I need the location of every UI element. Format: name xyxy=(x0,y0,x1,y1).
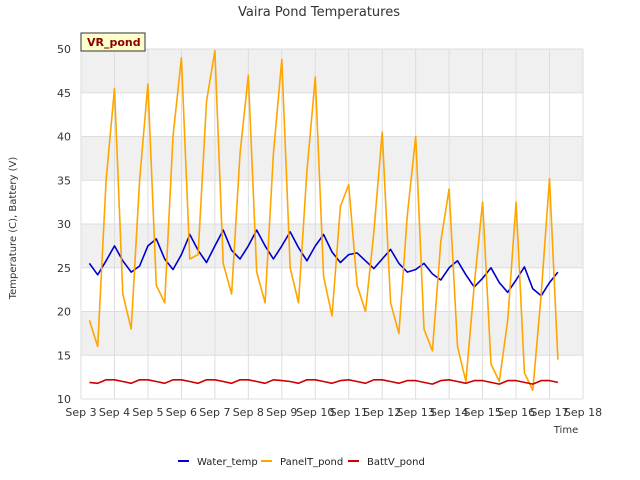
y-tick-label: 35 xyxy=(57,174,71,187)
x-tick-label: Sep 13 xyxy=(397,406,435,419)
series-lines xyxy=(88,49,559,392)
x-tick-label: Sep 7 xyxy=(199,406,230,419)
x-tick-label: Sep 16 xyxy=(497,406,535,419)
y-tick-label: 20 xyxy=(57,306,71,319)
y-tick-label: 50 xyxy=(57,43,71,56)
y-tick-label: 30 xyxy=(57,218,71,231)
series-line-battv-pond xyxy=(89,378,559,385)
x-tick-label: Sep 6 xyxy=(166,406,197,419)
legend-label: PanelT_pond xyxy=(280,457,343,468)
plot-band xyxy=(81,180,583,224)
x-tick-label: Sep 4 xyxy=(99,406,130,419)
station-badge-label: VR_pond xyxy=(87,36,141,49)
x-tick-label: Sep 8 xyxy=(233,406,264,419)
chart-title: Vaira Pond Temperatures xyxy=(238,5,400,20)
plot-band xyxy=(81,311,583,356)
x-tick-label: Sep 9 xyxy=(266,406,297,419)
plot-band xyxy=(81,136,583,181)
x-tick-label: Sep 5 xyxy=(132,406,163,419)
series-line-panelt-pond xyxy=(88,49,559,392)
x-tick-label: Sep 10 xyxy=(296,406,334,419)
y-axis-label: Temperature (C), Battery (V) xyxy=(8,157,19,301)
x-tick-label: Sep 17 xyxy=(530,406,568,419)
y-tick-label: 10 xyxy=(57,393,71,406)
y-axis-ticks: 10 15 20 25 30 35 40 45 50 xyxy=(57,43,71,406)
station-badge: VR_pond xyxy=(80,32,146,52)
plot-band xyxy=(81,49,583,93)
x-tick-label: Sep 18 xyxy=(564,406,602,419)
x-tick-label: Sep 14 xyxy=(430,406,468,419)
y-tick-label: 15 xyxy=(57,349,71,362)
plot-band xyxy=(81,92,583,137)
plot-band xyxy=(81,224,583,268)
x-tick-label: Sep 15 xyxy=(463,406,501,419)
grid-lines xyxy=(80,48,584,400)
legend: Water_temp PanelT_pond BattV_pond xyxy=(178,457,425,468)
plot-band xyxy=(81,355,583,399)
y-tick-label: 25 xyxy=(57,262,71,275)
plot-background xyxy=(81,49,583,399)
y-tick-label: 40 xyxy=(57,131,71,144)
legend-label: Water_temp xyxy=(197,457,258,468)
x-axis-label: Time xyxy=(553,425,578,436)
station-badge-box xyxy=(80,32,146,52)
x-tick-label: Sep 12 xyxy=(363,406,401,419)
y-tick-label: 45 xyxy=(57,87,71,100)
legend-label: BattV_pond xyxy=(367,457,425,468)
x-tick-label: Sep 3 xyxy=(65,406,96,419)
x-tick-label: Sep 11 xyxy=(330,406,368,419)
